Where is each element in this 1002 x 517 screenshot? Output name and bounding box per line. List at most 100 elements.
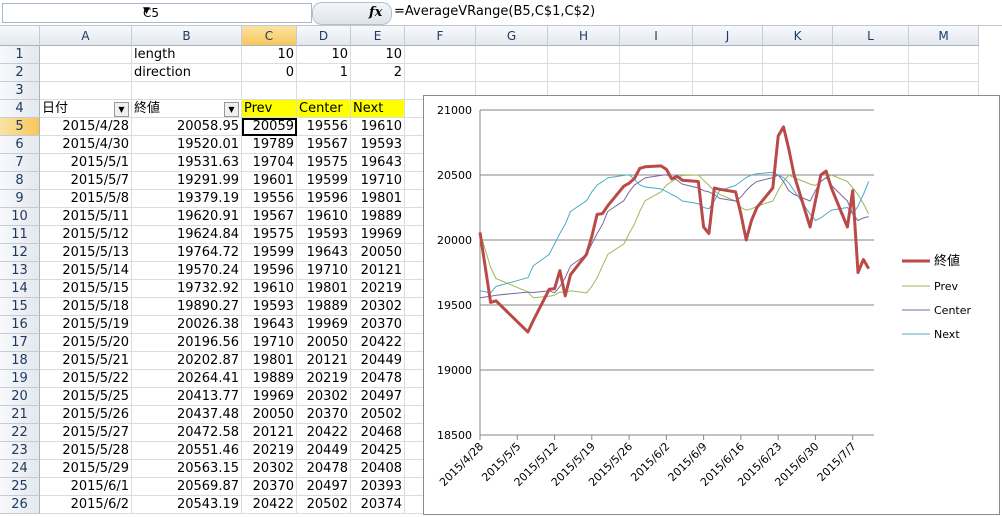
name-box-dropdown-icon[interactable]: ▼: [143, 6, 150, 16]
prev-cell[interactable]: 19889: [242, 370, 297, 388]
center-cell[interactable]: 20370: [297, 406, 351, 424]
date-cell[interactable]: 2015/5/29: [40, 460, 132, 478]
prev-cell[interactable]: 19556: [242, 190, 297, 208]
legend-entry[interactable]: Next: [934, 328, 960, 341]
column-header-e[interactable]: E: [351, 26, 405, 46]
row-header[interactable]: 21: [0, 406, 40, 424]
cell[interactable]: [763, 46, 833, 64]
series-line-prev[interactable]: [479, 174, 870, 299]
next-cell[interactable]: 19801: [351, 190, 405, 208]
date-cell[interactable]: 2015/5/7: [40, 172, 132, 190]
name-box[interactable]: C5 ▼: [2, 3, 312, 23]
select-all-corner[interactable]: [0, 26, 40, 46]
cell[interactable]: [833, 64, 909, 82]
column-header-a[interactable]: A: [40, 26, 132, 46]
cell[interactable]: [548, 46, 620, 64]
center-cell[interactable]: 20121: [297, 352, 351, 370]
row-header[interactable]: 17: [0, 334, 40, 352]
center-cell[interactable]: 19599: [297, 172, 351, 190]
row-header[interactable]: 13: [0, 262, 40, 280]
next-cell[interactable]: 20468: [351, 424, 405, 442]
next-cell[interactable]: 20497: [351, 388, 405, 406]
next-cell[interactable]: 20478: [351, 370, 405, 388]
prev-cell[interactable]: 19610: [242, 280, 297, 298]
row-header[interactable]: 22: [0, 424, 40, 442]
next-cell[interactable]: 20502: [351, 406, 405, 424]
row-header[interactable]: 11: [0, 226, 40, 244]
close-cell[interactable]: 20472.58: [132, 424, 242, 442]
line-chart[interactable]: 21000 20500 20000 19500 19000 18500 2015/4/28 2…: [423, 95, 1000, 515]
param-label[interactable]: direction: [132, 64, 242, 82]
cell[interactable]: [620, 46, 693, 64]
header-close-cell[interactable]: 終値 ▼: [132, 100, 242, 118]
date-cell[interactable]: 2015/5/28: [40, 442, 132, 460]
close-cell[interactable]: 20437.48: [132, 406, 242, 424]
series-line-next[interactable]: [479, 171, 870, 294]
prev-cell[interactable]: 19969: [242, 388, 297, 406]
series-line-close[interactable]: [478, 125, 870, 334]
prev-cell[interactable]: 19643: [242, 316, 297, 334]
cell[interactable]: [833, 46, 909, 64]
column-header-b[interactable]: B: [132, 26, 242, 46]
center-cell[interactable]: 19593: [297, 226, 351, 244]
next-cell[interactable]: 19889: [351, 208, 405, 226]
next-cell[interactable]: 20302: [351, 298, 405, 316]
close-cell[interactable]: 19531.63: [132, 154, 242, 172]
next-cell[interactable]: 20219: [351, 280, 405, 298]
close-cell[interactable]: 19624.84: [132, 226, 242, 244]
close-cell[interactable]: 20196.56: [132, 334, 242, 352]
row-header[interactable]: 19: [0, 370, 40, 388]
center-cell[interactable]: 19801: [297, 280, 351, 298]
date-cell[interactable]: 2015/6/1: [40, 478, 132, 496]
cell[interactable]: [909, 64, 979, 82]
close-cell[interactable]: 19732.92: [132, 280, 242, 298]
row-header[interactable]: 9: [0, 190, 40, 208]
date-cell[interactable]: 2015/5/18: [40, 298, 132, 316]
center-cell[interactable]: 19567: [297, 136, 351, 154]
legend-entry[interactable]: Center: [934, 304, 972, 317]
row-header[interactable]: 8: [0, 172, 40, 190]
column-header-i[interactable]: I: [620, 26, 693, 46]
cell[interactable]: [620, 64, 693, 82]
row-header[interactable]: 14: [0, 280, 40, 298]
close-cell[interactable]: 19890.27: [132, 298, 242, 316]
insert-function-icon[interactable]: fx: [369, 5, 383, 20]
close-cell[interactable]: 19764.72: [132, 244, 242, 262]
cell[interactable]: [405, 64, 476, 82]
row-header[interactable]: 26: [0, 496, 40, 514]
next-cell[interactable]: 20408: [351, 460, 405, 478]
row-header[interactable]: 1: [0, 46, 40, 64]
row-header[interactable]: 25: [0, 478, 40, 496]
next-cell[interactable]: 20121: [351, 262, 405, 280]
column-header-f[interactable]: F: [405, 26, 476, 46]
cell[interactable]: [693, 64, 763, 82]
date-cell[interactable]: 2015/5/26: [40, 406, 132, 424]
cell[interactable]: [40, 64, 132, 82]
prev-cell[interactable]: 20370: [242, 478, 297, 496]
date-cell[interactable]: 2015/5/8: [40, 190, 132, 208]
row-header[interactable]: 7: [0, 154, 40, 172]
next-cell[interactable]: 19643: [351, 154, 405, 172]
date-cell[interactable]: 2015/5/13: [40, 244, 132, 262]
date-cell[interactable]: 2015/5/20: [40, 334, 132, 352]
cell[interactable]: [763, 64, 833, 82]
column-header-l[interactable]: L: [833, 26, 909, 46]
filter-dropdown-icon[interactable]: ▼: [224, 102, 239, 117]
cell[interactable]: [476, 64, 548, 82]
cell[interactable]: [242, 82, 297, 100]
prev-cell[interactable]: 20422: [242, 496, 297, 514]
param-value[interactable]: 0: [242, 64, 297, 82]
column-header-g[interactable]: G: [476, 26, 548, 46]
center-cell[interactable]: 20478: [297, 460, 351, 478]
prev-cell[interactable]: 19593: [242, 298, 297, 316]
header-next-cell[interactable]: Next: [351, 100, 405, 118]
date-cell[interactable]: 2015/5/11: [40, 208, 132, 226]
row-header[interactable]: 5: [0, 118, 40, 136]
prev-cell[interactable]: 19596: [242, 262, 297, 280]
cell[interactable]: [476, 46, 548, 64]
series-line-center[interactable]: [479, 174, 869, 299]
next-cell[interactable]: 20422: [351, 334, 405, 352]
close-cell[interactable]: 19570.24: [132, 262, 242, 280]
param-value[interactable]: 1: [297, 64, 351, 82]
close-cell[interactable]: 20264.41: [132, 370, 242, 388]
